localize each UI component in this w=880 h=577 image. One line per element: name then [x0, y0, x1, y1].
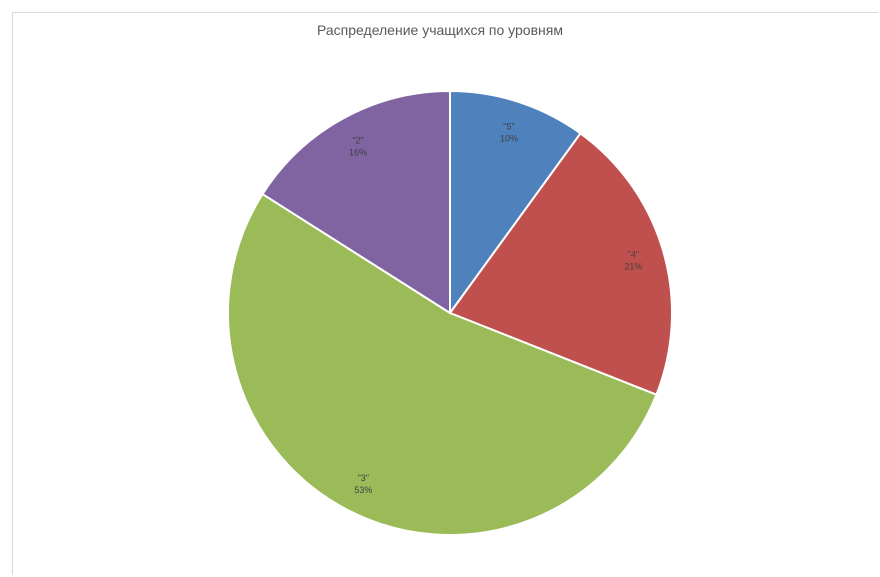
slice-percent-label: 21%	[624, 262, 642, 272]
pie-slice	[227, 192, 658, 536]
slice-percent-label: 16%	[349, 148, 367, 158]
chart-area	[12, 12, 878, 575]
slice-category-label: "3"	[358, 473, 369, 483]
pie-slice	[449, 89, 582, 317]
slice-category-label: "2"	[352, 136, 363, 146]
slice-percent-label: 10%	[500, 133, 518, 143]
slice-percent-label: 53%	[354, 485, 372, 495]
slice-category-label: "5"	[503, 121, 514, 131]
pie-slice	[261, 89, 451, 315]
pie-slice	[448, 132, 673, 397]
chart-title: Распределение учащихся по уровням	[317, 22, 563, 38]
slice-category-label: "4"	[628, 250, 639, 260]
